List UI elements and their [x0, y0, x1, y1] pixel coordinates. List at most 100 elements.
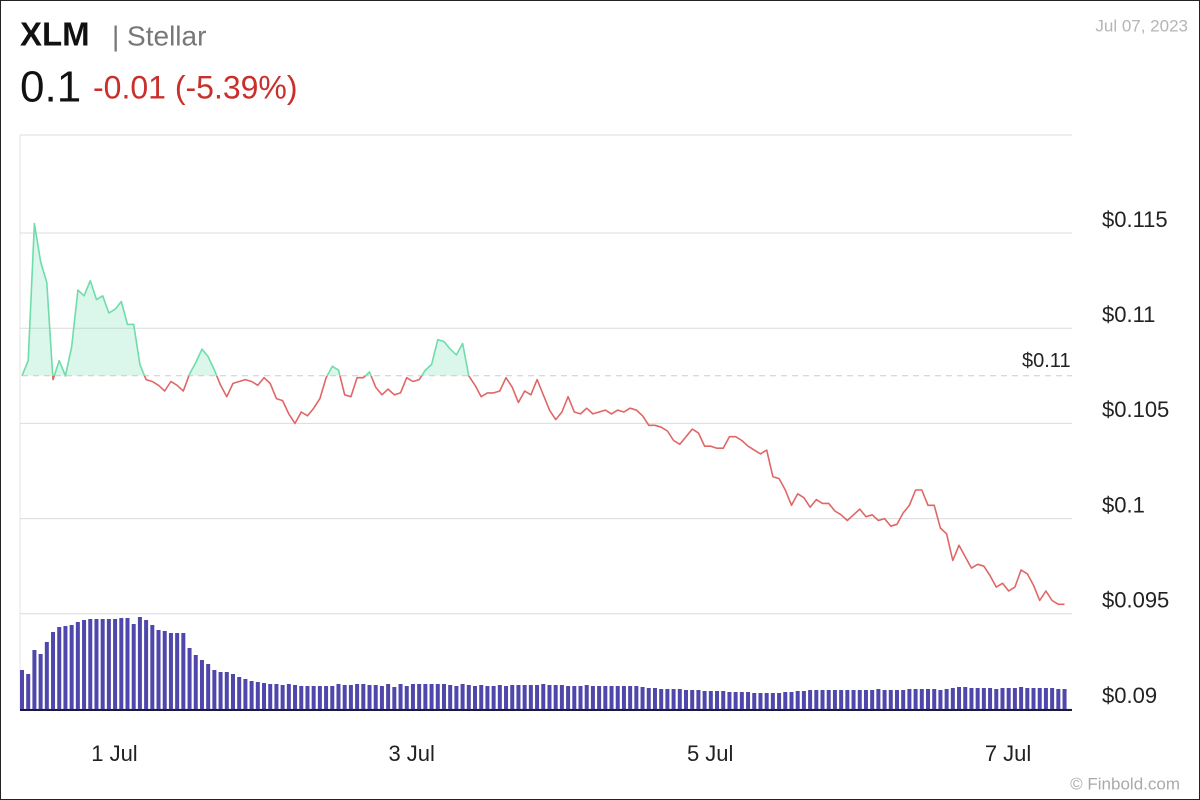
volume-bar — [274, 684, 279, 710]
volume-bar — [429, 684, 434, 710]
volume-bar — [75, 622, 80, 710]
volume-bar — [106, 619, 111, 710]
volume-bar — [299, 686, 304, 710]
volume-bar — [69, 625, 74, 710]
volume-bar — [485, 686, 490, 710]
volume-bar — [150, 625, 155, 710]
volume-bar — [957, 687, 962, 710]
volume-bar — [770, 693, 775, 710]
volume-bar — [305, 686, 310, 710]
volume-bar — [603, 686, 608, 710]
volume-bar — [218, 672, 223, 710]
volume-bar — [981, 688, 986, 710]
volume-bar — [386, 684, 391, 710]
volume-bar — [317, 686, 322, 710]
volume-bar — [404, 686, 409, 710]
volume-bar — [832, 690, 837, 710]
volume-bar — [249, 681, 254, 710]
volume-bar — [454, 686, 459, 710]
volume-bar — [727, 692, 732, 710]
volume-bar — [206, 664, 211, 710]
volume-bar — [913, 689, 918, 710]
y-tick-label: $0.095 — [1102, 588, 1169, 613]
volume-bar — [367, 685, 372, 710]
volume-bar — [187, 648, 192, 710]
volume-bar — [597, 686, 602, 710]
volume-bar — [1000, 688, 1005, 710]
y-tick-label: $0.1 — [1102, 492, 1145, 517]
volume-bar — [497, 685, 502, 710]
volume-bar — [330, 686, 335, 710]
gain-area — [22, 223, 469, 376]
volume-bar — [969, 688, 974, 710]
volume-bar — [311, 686, 316, 710]
volume-bar — [100, 619, 105, 710]
volume-bar — [584, 685, 589, 710]
volume-bar — [324, 686, 329, 710]
volume-bar — [268, 684, 273, 710]
volume-bar — [919, 689, 924, 710]
volume-bar — [392, 687, 397, 710]
x-tick-label: 1 Jul — [91, 741, 137, 766]
volume-bar — [640, 687, 645, 710]
volume-bar — [851, 690, 856, 710]
volume-bar — [156, 630, 161, 710]
volume-bar — [255, 682, 260, 710]
volume-bar — [355, 684, 360, 710]
y-tick-label: $0.11 — [1102, 302, 1155, 327]
volume-bar — [94, 619, 99, 710]
volume-bar — [621, 686, 626, 710]
volume-bar — [938, 690, 943, 710]
volume-bar — [857, 690, 862, 710]
volume-bar — [193, 655, 198, 710]
volume-bar — [839, 690, 844, 710]
volume-bar — [125, 618, 130, 710]
volume-bar — [510, 685, 515, 710]
y-tick-label: $0.105 — [1102, 397, 1169, 422]
price-change: -0.01 (-5.39%) — [93, 69, 298, 105]
volume-bar — [652, 688, 657, 710]
volume-bar — [336, 684, 341, 710]
volume-bar — [1006, 688, 1011, 710]
volume-bar — [777, 693, 782, 710]
volume-bar — [646, 688, 651, 710]
volume-bar — [1050, 688, 1055, 710]
volume-bar — [293, 685, 298, 710]
volume-bar — [262, 683, 267, 710]
volume-bar — [715, 691, 720, 710]
x-tick-label: 3 Jul — [388, 741, 434, 766]
volume-bar — [926, 689, 931, 710]
volume-bar — [131, 624, 136, 710]
volume-bar — [1043, 688, 1048, 710]
volume-bar — [907, 689, 912, 710]
volume-bar — [491, 686, 496, 710]
asset-name: | Stellar — [112, 20, 206, 51]
x-tick-label: 5 Jul — [687, 741, 733, 766]
y-tick-label: $0.115 — [1102, 207, 1168, 232]
volume-bar — [528, 685, 533, 710]
volume-bar — [994, 689, 999, 710]
volume-bar — [665, 689, 670, 710]
volume-bar — [237, 677, 242, 710]
volume-bar — [553, 685, 558, 710]
volume-bar — [57, 627, 62, 710]
volume-bar — [137, 617, 142, 710]
volume-bar — [26, 674, 31, 710]
volume-bar — [1019, 687, 1024, 710]
volume-bar — [88, 619, 93, 710]
volume-bar — [224, 672, 229, 710]
volume-bar — [671, 689, 676, 710]
volume-bar — [398, 684, 403, 710]
volume-bar — [243, 679, 248, 710]
volume-bar — [516, 685, 521, 710]
volume-bar — [820, 690, 825, 710]
volume-bar — [504, 686, 509, 710]
volume-bar — [609, 686, 614, 710]
volume-bar — [280, 685, 285, 710]
volume-bar — [845, 690, 850, 710]
volume-bar — [119, 618, 124, 710]
volume-bar — [752, 693, 757, 710]
volume-bar — [702, 691, 707, 710]
